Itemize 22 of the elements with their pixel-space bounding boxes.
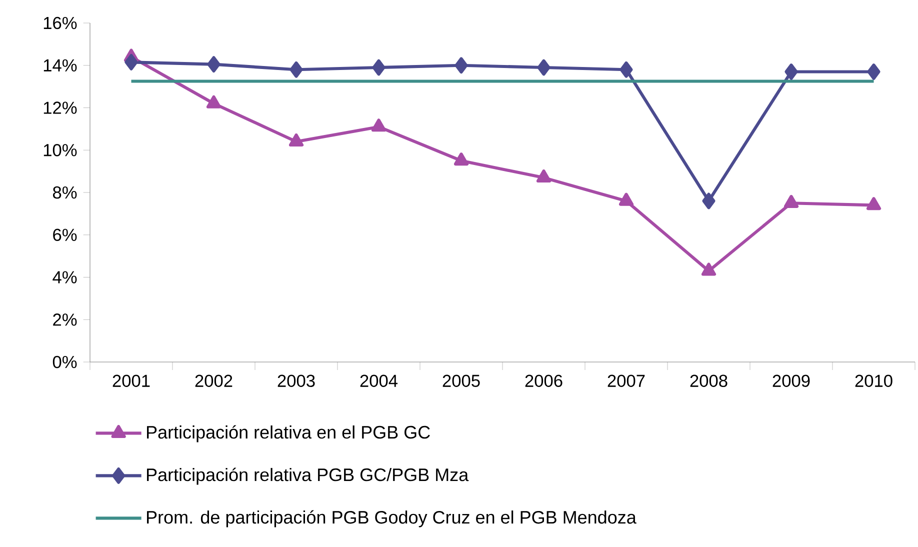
x-tick-label: 2007 <box>608 374 645 387</box>
y-tick-label: 10% <box>44 144 77 156</box>
y-tick-label: 2% <box>53 314 77 326</box>
x-tick-label: 2002 <box>195 374 232 387</box>
y-tick-label: 0% <box>52 356 77 368</box>
legend-label: Participación relativa PGB GC/PGB Mza <box>147 468 469 485</box>
y-tick-label: 6% <box>53 228 77 242</box>
x-tick-label: 2009 <box>772 374 810 387</box>
y-tick-label: 14% <box>44 59 77 72</box>
y-tick-label: 16% <box>44 16 77 30</box>
x-tick-label: 2008 <box>690 374 728 387</box>
legend-label: Participación relativa en el PGB GC <box>147 425 430 442</box>
legend-label: Prom. de participación PGB Godoy Cruz en el PGB Mendoza <box>147 510 636 528</box>
y-tick-label: 8% <box>52 186 77 199</box>
x-tick-label: 2010 <box>855 374 892 387</box>
y-tick-label: 4% <box>52 271 77 284</box>
x-tick-label: 2004 <box>360 374 398 387</box>
x-tick-label: 2005 <box>442 374 480 387</box>
x-tick-label: 2006 <box>525 374 562 387</box>
x-tick-label: 2001 <box>112 374 150 387</box>
x-tick-label: 2003 <box>278 374 315 387</box>
y-tick-label: 12% <box>44 102 77 114</box>
